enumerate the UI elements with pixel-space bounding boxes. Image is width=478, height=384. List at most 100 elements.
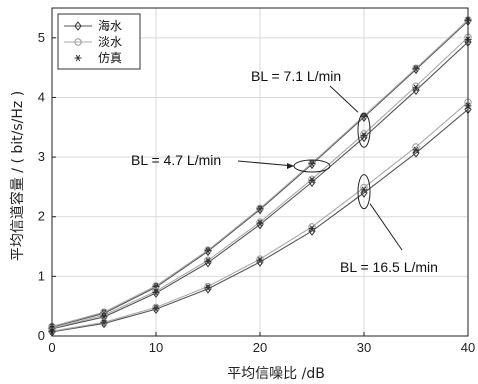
x-tick-label: 30: [357, 340, 371, 355]
asterisk-stroke: [257, 220, 263, 227]
y-tick-label: 0: [38, 328, 45, 343]
asterisk-stroke: [413, 65, 419, 73]
data-point: [412, 65, 420, 73]
data-point: [360, 130, 368, 138]
y-tick-label: 2: [38, 209, 45, 224]
asterisk-stroke: [101, 319, 107, 327]
y-tick-label: 5: [38, 30, 45, 45]
data-point: [204, 246, 212, 254]
data-point: [100, 319, 108, 327]
annotation-arrowhead: [287, 163, 294, 170]
asterisk-stroke: [309, 177, 315, 184]
annotation-arrow: [369, 203, 403, 251]
data-point: [308, 160, 316, 167]
asterisk-stroke: [361, 113, 367, 120]
asterisk-stroke: [361, 132, 367, 139]
y-tick-label: 3: [38, 149, 45, 164]
x-tick-label: 10: [149, 340, 163, 355]
asterisk-stroke: [153, 289, 159, 296]
asterisk-stroke: [309, 160, 315, 167]
asterisk-stroke: [257, 205, 263, 213]
data-point: [100, 313, 108, 320]
data-point: [412, 148, 420, 158]
data-point: [412, 64, 420, 72]
legend-marker: [74, 21, 82, 31]
data-point: [360, 186, 368, 194]
data-point: [256, 256, 264, 264]
data-point: [412, 64, 420, 75]
annotation-label: BL = 7.1 L/min: [251, 68, 341, 84]
data-point: [412, 82, 420, 90]
asterisk-stroke: [257, 256, 263, 264]
data-point: [308, 223, 316, 231]
data-point: [100, 312, 108, 322]
data-point: [152, 305, 160, 312]
data-point: [152, 288, 160, 298]
data-point: [360, 112, 368, 122]
series-line: [51, 101, 469, 332]
data-point: [204, 246, 212, 257]
series-line: [51, 41, 469, 330]
data-point: [204, 247, 212, 255]
data-point: [256, 204, 264, 215]
data-point: [152, 287, 160, 295]
data-point: [256, 205, 264, 213]
x-tick-label: 0: [48, 340, 55, 355]
asterisk-stroke: [205, 284, 211, 291]
annotation-label: BL = 16.5 L/min: [340, 259, 438, 275]
series-line: [51, 36, 469, 329]
legend-label: 海水: [98, 18, 122, 33]
asterisk-stroke: [153, 305, 159, 312]
data-point: [308, 225, 316, 232]
x-axis-title: 平均信噪比 /dB: [227, 366, 325, 382]
data-point: [256, 255, 264, 263]
asterisk-stroke: [75, 54, 81, 62]
data-point: [412, 146, 420, 154]
data-point: [152, 303, 160, 312]
data-point: [152, 282, 160, 292]
asterisk-stroke: [413, 84, 419, 92]
data-point: [256, 204, 264, 213]
asterisk-stroke: [205, 258, 211, 265]
asterisk-stroke: [101, 313, 107, 320]
y-tick-label: 4: [38, 89, 45, 104]
annotation-label: BL = 4.7 L/min: [131, 152, 221, 168]
annotation-arrow: [237, 160, 295, 167]
data-point: [152, 304, 160, 314]
data-point: [256, 220, 264, 227]
asterisk-stroke: [413, 146, 419, 154]
asterisk-stroke: [205, 247, 211, 255]
annotations: BL = 7.1 L/min BL = 4.7 L/min BL = 16.5 L/…: [131, 68, 438, 275]
legend-label: 淡水: [98, 35, 122, 49]
annotation-ellipse: [357, 112, 371, 148]
x-tick-label: 20: [253, 340, 267, 355]
data-point: [204, 282, 212, 291]
annotation-arrow: [329, 85, 359, 113]
data-point: [204, 284, 212, 291]
data-point: [360, 188, 368, 198]
legend-label: 仿真: [98, 51, 122, 65]
data-point: [308, 177, 316, 184]
x-tick-label: 40: [461, 340, 475, 355]
legend-marker: [74, 38, 82, 46]
data-point: [204, 258, 212, 265]
data-point: [204, 256, 212, 264]
data-point: [412, 84, 420, 92]
legend-marker: [74, 54, 82, 62]
annotation-ellipse: [357, 174, 371, 210]
data-point: [360, 132, 368, 139]
data-point: [360, 113, 368, 120]
data-point: [100, 318, 108, 326]
data-point: [100, 311, 108, 319]
data-point: [308, 159, 316, 170]
y-tick-label: 1: [38, 268, 45, 283]
data-point: [100, 318, 108, 329]
asterisk-stroke: [309, 225, 315, 232]
data-point: [256, 218, 264, 226]
data-point: [100, 308, 108, 319]
data-point: [308, 175, 316, 183]
y-axis-title: 平均信道容量 / ( bit/s/Hz ): [9, 91, 26, 261]
axes: 0 10 20 30 40 0 1 2 3 4 5: [38, 7, 475, 355]
